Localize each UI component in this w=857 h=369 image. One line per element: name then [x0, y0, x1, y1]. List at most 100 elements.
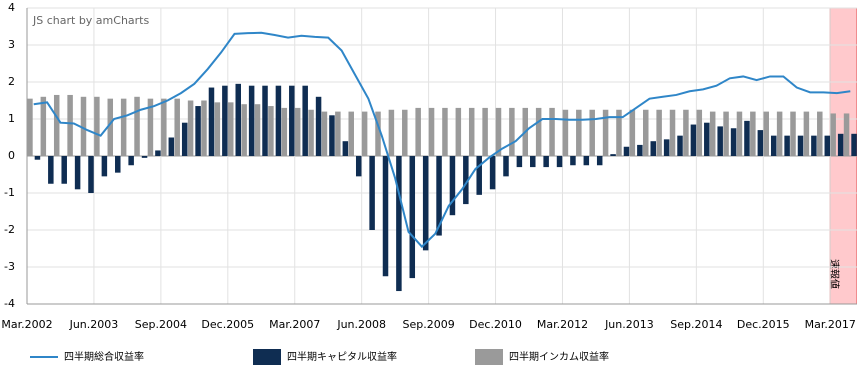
x-tick-label: Dec.2005	[201, 318, 254, 331]
x-tick-label: Sep.2004	[135, 318, 187, 331]
bar	[241, 104, 247, 156]
bar	[294, 107, 301, 156]
bar	[610, 154, 616, 156]
x-tick-label: Mar.2007	[269, 318, 320, 331]
bar	[208, 87, 215, 156]
bar	[248, 85, 255, 156]
bar	[147, 98, 154, 156]
bar	[776, 111, 783, 156]
bar	[730, 128, 737, 156]
bar	[482, 107, 488, 156]
bar	[235, 83, 241, 156]
bar	[134, 96, 140, 156]
bar	[837, 133, 844, 156]
bar	[589, 109, 595, 156]
bar	[562, 109, 569, 156]
bar	[509, 107, 515, 156]
bar	[455, 107, 462, 156]
bar	[107, 98, 114, 156]
bar	[723, 111, 729, 156]
bar	[656, 109, 662, 156]
bar	[757, 130, 764, 156]
y-tick-label: -4	[4, 297, 15, 310]
bar	[811, 135, 817, 156]
bar	[415, 107, 421, 156]
bar	[369, 156, 375, 230]
bar	[88, 156, 94, 193]
bar	[596, 156, 603, 166]
bar	[254, 104, 261, 156]
bar	[222, 85, 228, 156]
bar	[549, 107, 555, 156]
bar	[556, 156, 563, 168]
y-tick-label: 2	[8, 75, 15, 88]
bar	[168, 137, 175, 156]
bar	[101, 156, 108, 177]
bar	[736, 111, 743, 156]
bar	[94, 96, 100, 156]
bar	[851, 133, 857, 156]
x-tick-label: Sep.2009	[402, 318, 454, 331]
legend-swatch	[475, 349, 503, 365]
bar	[34, 156, 41, 160]
bar	[763, 111, 769, 156]
bar	[643, 109, 649, 156]
bar	[348, 111, 354, 156]
x-tick-label: Dec.2015	[737, 318, 790, 331]
bar	[709, 111, 716, 156]
bar	[629, 109, 636, 156]
y-tick-label: 1	[8, 112, 15, 125]
bar	[281, 107, 288, 156]
bar	[275, 85, 282, 156]
bar	[48, 156, 54, 184]
bar	[155, 150, 161, 156]
bar	[843, 113, 850, 156]
bar	[530, 156, 536, 168]
bar	[342, 141, 349, 156]
bar	[214, 102, 221, 156]
bar	[422, 156, 429, 251]
y-tick-label: -1	[4, 186, 15, 199]
bar	[824, 135, 831, 156]
x-tick-label: Jun.2013	[604, 318, 654, 331]
bar	[80, 96, 87, 156]
bar	[797, 135, 804, 156]
bar	[663, 139, 670, 156]
bar	[583, 156, 590, 166]
bar	[321, 111, 328, 156]
bar	[375, 111, 381, 156]
bar	[382, 156, 389, 277]
x-tick-label: Mar.2012	[537, 318, 588, 331]
bar	[463, 156, 469, 205]
bar	[361, 111, 368, 156]
bar	[115, 156, 121, 173]
legend-label: 四半期インカム収益率	[509, 350, 609, 363]
bar	[495, 107, 502, 156]
bar	[329, 115, 335, 156]
bar	[315, 96, 322, 156]
bar	[201, 100, 207, 156]
bar	[750, 111, 756, 156]
bar	[637, 144, 643, 156]
x-tick-label: Mar.2002	[1, 318, 52, 331]
bar	[535, 107, 542, 156]
bar	[576, 109, 582, 156]
x-tick-label: Jun.2003	[69, 318, 119, 331]
bar	[335, 111, 341, 156]
bar	[428, 107, 435, 156]
bar	[308, 109, 314, 156]
bar	[489, 156, 496, 190]
bar	[784, 135, 790, 156]
bar	[128, 156, 134, 166]
x-tick-label: Dec.2010	[469, 318, 522, 331]
y-tick-label: -3	[4, 260, 15, 273]
bar	[503, 156, 509, 177]
bar	[402, 109, 408, 156]
y-tick-label: -2	[4, 223, 15, 236]
bar	[161, 98, 167, 156]
x-tick-label: Mar.2017	[805, 318, 856, 331]
bar	[355, 156, 362, 177]
bar	[616, 109, 622, 156]
bar	[669, 109, 676, 156]
bar	[436, 156, 442, 236]
